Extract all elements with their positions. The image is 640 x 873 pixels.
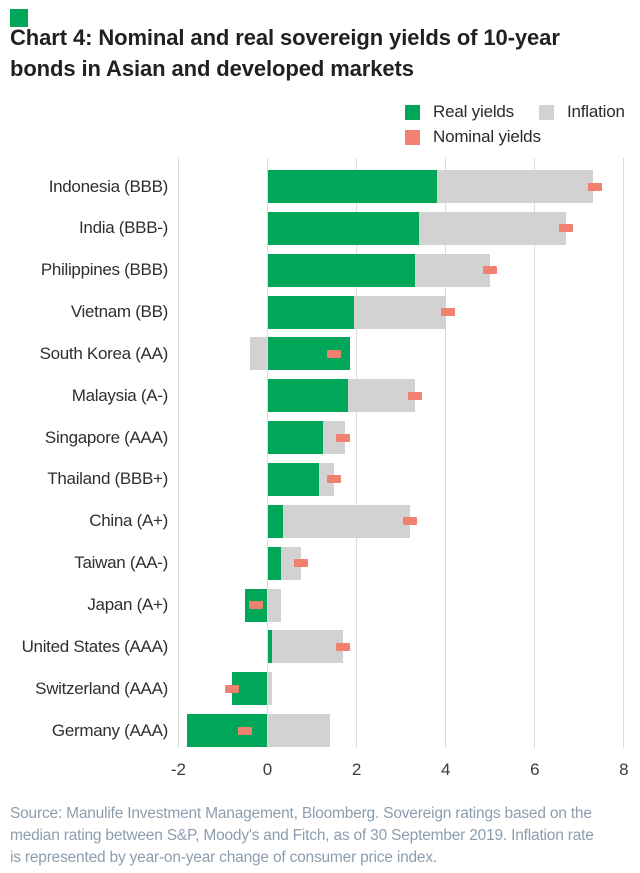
nominal-yield-marker <box>336 433 351 442</box>
gridline-6 <box>534 158 536 748</box>
row-label: Vietnam (BB) <box>70 302 168 322</box>
nominal-yield-marker <box>587 182 602 191</box>
inflation-bar <box>347 379 415 413</box>
nominal-yield-marker <box>558 224 573 233</box>
brand-accent-square <box>10 9 28 27</box>
chart-title-line-2: bonds in Asian and developed markets <box>10 56 414 81</box>
real-yields-bar <box>267 630 272 664</box>
nominal-yield-marker <box>238 726 253 735</box>
nominal-yield-marker <box>403 517 418 526</box>
x-axis-tick-label: 6 <box>530 760 540 779</box>
row-label: United States (AAA) <box>21 636 169 656</box>
row-label: South Korea (AA) <box>39 343 169 363</box>
x-axis-tick-label: 4 <box>440 760 451 779</box>
row-label: Singapore (AAA) <box>44 427 168 447</box>
inflation-swatch-icon <box>539 104 554 120</box>
nominal-yield-marker <box>483 266 498 275</box>
row-label: Philippines (BBB) <box>40 260 168 280</box>
chart-title-line-1: Chart 4: Nominal and real sovereign yiel… <box>10 25 560 50</box>
gridline-8 <box>623 158 625 748</box>
nominal-yield-marker <box>249 601 264 609</box>
real-yields-bar <box>267 253 415 287</box>
real-yields-swatch-icon <box>405 104 420 120</box>
nominal-yield-marker <box>336 642 351 651</box>
nominal-yield-marker <box>407 391 422 400</box>
row-label: Switzerland (AAA) <box>35 678 168 698</box>
row-label: Taiwan (AA-) <box>74 553 168 573</box>
real-yields-bar <box>267 211 419 245</box>
row-label: Malaysia (A-) <box>71 385 169 405</box>
inflation-bar <box>318 462 335 496</box>
nominal-yield-marker <box>440 308 455 317</box>
x-axis-tick-label: -2 <box>170 760 186 779</box>
x-axis-tick-label: 0 <box>262 760 273 779</box>
nominal-yield-marker <box>293 559 308 568</box>
inflation-bar <box>414 253 491 287</box>
legend-label-inflation: Inflation <box>567 102 625 121</box>
row-label: China (A+) <box>89 511 168 531</box>
nominal-yield-marker <box>327 475 342 484</box>
inflation-bar <box>249 337 268 371</box>
inflation-bar <box>267 672 272 706</box>
real-yields-bar <box>267 170 437 203</box>
x-axis-tick-label: 2 <box>351 760 362 779</box>
legend-item-real-yields: Real yields <box>405 102 514 122</box>
inflation-bar <box>280 546 301 580</box>
row-label: Thailand (BBB+) <box>47 469 168 489</box>
real-yields-bar <box>267 421 324 455</box>
real-yields-bar <box>187 714 268 748</box>
nominal-yield-marker <box>224 684 239 693</box>
gridline-2 <box>356 158 358 748</box>
row-label: India (BBB-) <box>79 218 168 238</box>
legend-item-nominal-yields: Nominal yields <box>405 127 541 147</box>
row-label: Indonesia (BBB) <box>48 176 169 196</box>
inflation-bar <box>354 295 446 329</box>
nominal-yields-swatch-icon <box>405 129 420 145</box>
legend-item-inflation: Inflation <box>539 102 625 122</box>
real-yields-bar <box>267 462 319 496</box>
source-note: Source: Manulife Investment Management, … <box>10 803 638 869</box>
x-axis-tick-label: 8 <box>619 760 629 779</box>
row-label: Germany (AAA) <box>51 720 168 740</box>
legend-label-nominal-yields: Nominal yields <box>433 127 541 146</box>
real-yields-bar <box>267 379 348 413</box>
real-yields-bar <box>267 295 355 329</box>
inflation-bar <box>283 504 411 538</box>
legend-label-real-yields: Real yields <box>433 102 514 121</box>
inflation-bar <box>267 714 330 748</box>
chart-title: Chart 4: Nominal and real sovereign yiel… <box>10 22 634 84</box>
source-note-line-1: Source: Manulife Investment Management, … <box>10 805 592 822</box>
gridline--2 <box>177 158 179 748</box>
real-yields-bar <box>267 504 284 538</box>
source-note-line-2: median rating between S&P, Moody's and F… <box>10 827 594 844</box>
gridline-4 <box>445 158 447 748</box>
nominal-yield-marker <box>327 349 342 358</box>
row-label: Japan (A+) <box>87 595 168 614</box>
inflation-bar <box>323 421 346 455</box>
source-note-line-3: is represented by year-on-year change of… <box>10 849 437 866</box>
inflation-bar <box>271 630 344 664</box>
inflation-bar <box>436 170 593 203</box>
real-yields-bar <box>267 546 281 580</box>
inflation-bar <box>418 211 566 245</box>
inflation-bar <box>267 588 281 622</box>
